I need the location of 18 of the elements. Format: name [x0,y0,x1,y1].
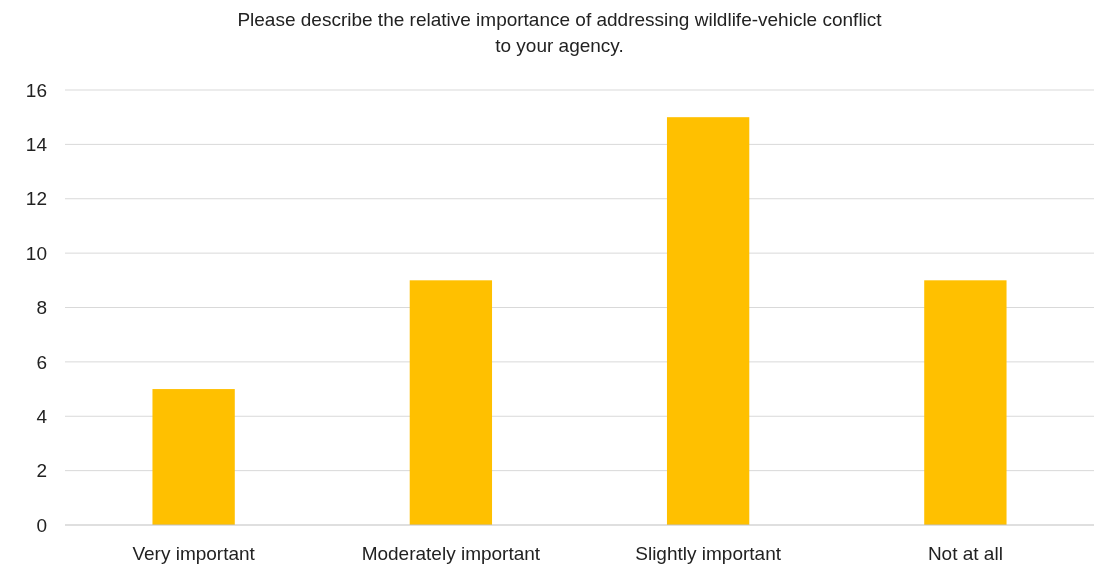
y-tick-label: 10 [25,242,47,264]
y-tick-label: 2 [36,460,47,482]
x-tick-label: Very important [132,543,256,564]
chart-title: Please describe the relative importance of addressing wildlife-vehicle conflict to your agency. [237,9,883,56]
x-tick-label: Moderately important [361,543,541,564]
y-tick-label: 6 [36,351,47,373]
y-tick-label: 14 [25,134,48,156]
x-tick-label: Slightly important [635,543,782,564]
y-tick-label: 8 [36,297,47,319]
y-tick-label: 0 [36,514,47,536]
bar [409,280,493,525]
bar [152,389,235,525]
y-tick-label: 12 [25,188,47,210]
y-tick-label: 16 [25,79,47,101]
bar [666,117,750,525]
bar [924,280,1007,525]
y-tick-label: 4 [36,405,48,427]
x-tick-label: Not at all [927,543,1003,564]
